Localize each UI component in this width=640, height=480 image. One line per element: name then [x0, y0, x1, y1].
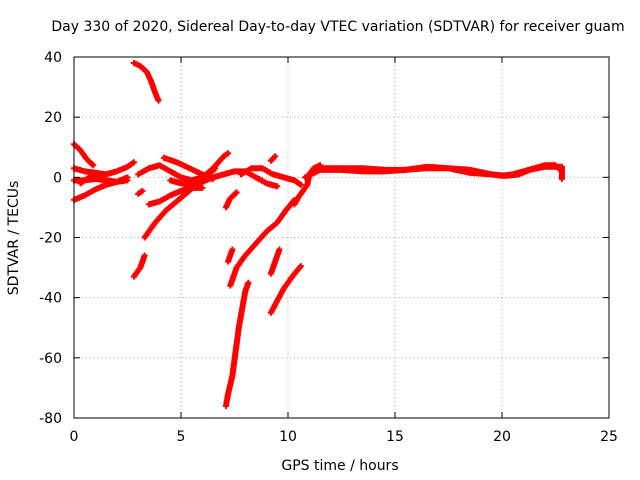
x-tick-label: 10 — [279, 429, 297, 445]
axis-ticks: 0 5 10 15 20 25 -80 -60 -40 -20 0 20 40 — [39, 50, 618, 445]
y-tick-label: -80 — [39, 411, 62, 427]
series-arc-20 — [267, 246, 283, 277]
x-tick-label: 15 — [386, 429, 404, 445]
data-point — [92, 169, 99, 176]
x-axis-label: GPS time / hours — [281, 458, 398, 474]
data-point — [229, 246, 236, 253]
series-arc-14 — [237, 165, 304, 188]
series-arc-24 — [317, 162, 565, 179]
x-tick-label: 0 — [70, 429, 79, 445]
series-arc-9 — [135, 187, 146, 197]
series-arc-19 — [222, 279, 252, 409]
chart-title: Day 330 of 2020, Sidereal Day-to-day VTE… — [51, 19, 624, 35]
data-point — [141, 252, 148, 259]
data-point — [233, 189, 240, 196]
data-point — [139, 187, 146, 194]
x-tick-label: 5 — [177, 429, 186, 445]
series-arc-22 — [291, 162, 324, 208]
y-tick-label: 20 — [44, 110, 62, 126]
data-point — [212, 165, 219, 172]
data-point — [130, 159, 137, 166]
data-point — [297, 181, 304, 188]
data-point — [297, 263, 304, 270]
series-arc-17 — [225, 246, 236, 265]
series-arc-6 — [77, 169, 99, 187]
series-arc-15 — [267, 153, 279, 164]
data-point — [276, 246, 283, 253]
series-arc-21 — [267, 263, 304, 316]
data-point — [90, 162, 97, 169]
data-point — [245, 279, 252, 286]
x-tick-label: 25 — [600, 429, 618, 445]
y-axis-label: SDTVAR / TECUs — [6, 181, 22, 296]
data-point — [124, 174, 131, 181]
data-point — [272, 153, 279, 160]
data-series — [71, 60, 565, 409]
data-point — [155, 97, 162, 104]
y-tick-label: -40 — [39, 291, 62, 307]
data-point — [274, 183, 281, 190]
x-tick-label: 20 — [493, 429, 511, 445]
data-point — [199, 184, 206, 191]
data-point — [225, 150, 232, 157]
y-tick-label: -20 — [39, 231, 62, 247]
series-arc-2 — [71, 141, 97, 169]
series-arc-25 — [558, 163, 565, 182]
y-tick-label: 0 — [53, 170, 62, 186]
series-arc-13 — [167, 168, 281, 190]
grid-lines — [74, 57, 609, 418]
y-tick-label: -60 — [39, 351, 62, 367]
series-arc-16 — [222, 189, 240, 211]
series-arc-12 — [130, 252, 148, 280]
series-arc-18 — [227, 196, 298, 289]
y-tick-label: 40 — [44, 50, 62, 66]
series-arc-1 — [130, 60, 162, 104]
series-arc-3 — [71, 159, 137, 178]
data-point — [558, 163, 565, 170]
